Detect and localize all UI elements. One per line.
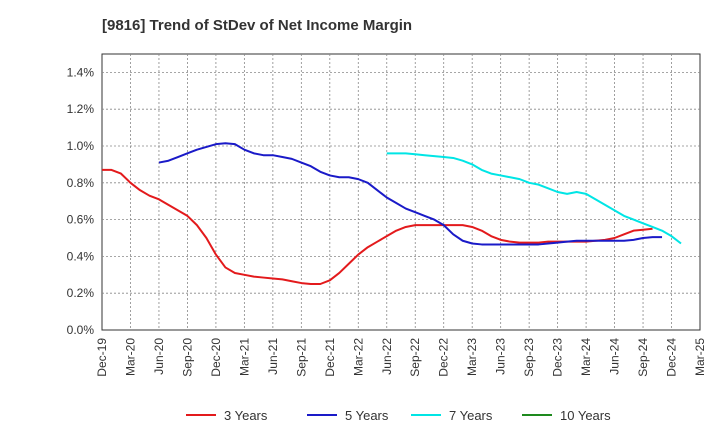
x-tick-label: Sep-21 (294, 338, 308, 377)
x-tick-label: Dec-21 (323, 338, 337, 377)
x-tick-label: Mar-22 (351, 338, 365, 376)
y-tick-label: 0.6% (67, 213, 95, 227)
x-tick-label: Jun-22 (380, 338, 394, 375)
x-tick-label: Mar-24 (579, 338, 593, 376)
x-tick-label: Sep-20 (180, 338, 194, 377)
x-tick-label: Dec-19 (95, 338, 109, 377)
x-tick-label: Mar-20 (123, 338, 137, 376)
x-tick-label: Jun-20 (152, 338, 166, 375)
x-tick-label: Dec-22 (437, 338, 451, 377)
series-line-5-years (158, 142, 663, 246)
x-tick-label: Dec-23 (551, 338, 565, 377)
legend-label-3-years: 3 Years (224, 408, 268, 423)
series-layer (102, 142, 682, 285)
y-tick-label: 0.0% (67, 323, 95, 337)
plot-frame (101, 53, 701, 331)
legend-label-7-years: 7 Years (449, 408, 493, 423)
x-tick-label: Dec-20 (209, 338, 223, 377)
y-tick-label: 0.8% (67, 176, 95, 190)
x-tick-label: Jun-21 (266, 338, 280, 375)
chart-title: [9816] Trend of StDev of Net Income Marg… (102, 17, 412, 34)
x-tick-label: Sep-24 (636, 338, 650, 377)
y-tick-label: 0.2% (67, 286, 95, 300)
x-tick-label: Mar-25 (693, 338, 707, 376)
y-tick-label: 1.4% (67, 65, 95, 79)
legend: 3 Years 5 Years 7 Years 10 Years (186, 408, 611, 423)
y-axis-ticks: 0.0% 0.2% 0.4% 0.6% 0.8% 1.0% 1.2% 1.4% (67, 65, 95, 337)
x-tick-label: Jun-24 (608, 338, 622, 375)
y-tick-label: 1.0% (67, 139, 95, 153)
x-tick-label: Sep-23 (522, 338, 536, 377)
x-axis-ticks: Dec-19 Mar-20 Jun-20 Sep-20 Dec-20 Mar-21 Jun-… (95, 338, 707, 377)
x-tick-label: Mar-21 (237, 338, 251, 376)
x-tick-label: Dec-24 (665, 338, 679, 377)
legend-label-5-years: 5 Years (345, 408, 389, 423)
series-line-7-years (386, 152, 682, 245)
x-tick-label: Jun-23 (494, 338, 508, 375)
y-tick-label: 0.4% (67, 249, 95, 263)
x-tick-label: Sep-22 (408, 338, 422, 377)
plot-area (101, 53, 701, 331)
x-tick-label: Mar-23 (465, 338, 479, 376)
y-tick-label: 1.2% (67, 102, 95, 116)
legend-label-10-years: 10 Years (560, 408, 611, 423)
